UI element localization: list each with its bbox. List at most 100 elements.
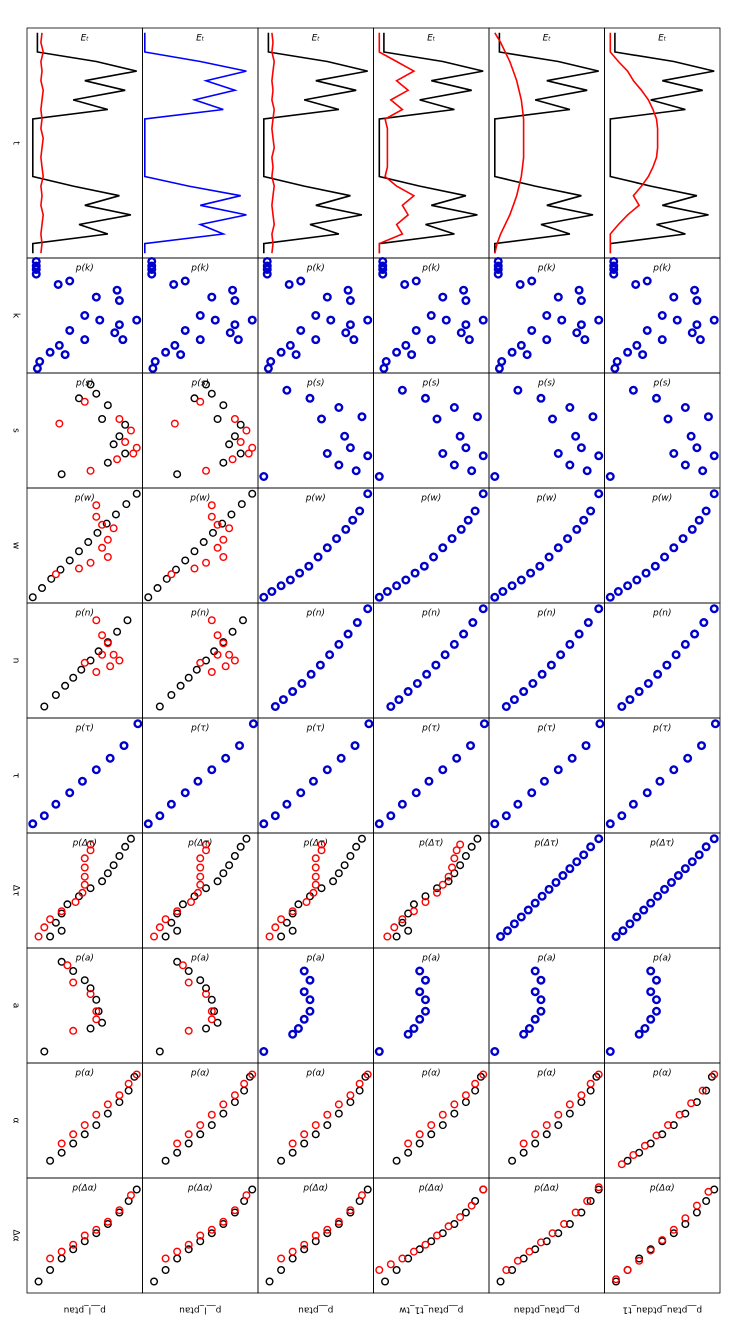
point	[355, 1079, 364, 1088]
point	[680, 403, 690, 413]
point	[493, 269, 503, 279]
point	[69, 1245, 78, 1254]
point	[218, 519, 227, 528]
point	[528, 679, 538, 689]
point	[392, 347, 402, 357]
point	[392, 581, 402, 591]
point	[669, 1229, 678, 1238]
point	[544, 552, 554, 562]
point	[118, 335, 128, 345]
point	[490, 472, 500, 482]
point	[415, 1130, 424, 1139]
point	[586, 1086, 595, 1095]
point	[571, 1208, 580, 1217]
panel-title: p(Δτ)	[534, 839, 559, 849]
point	[121, 449, 130, 458]
point	[305, 995, 315, 1005]
point	[196, 1237, 205, 1246]
point	[553, 449, 563, 459]
point	[63, 900, 72, 909]
point	[553, 765, 563, 775]
point	[196, 1121, 205, 1130]
row-label: k	[11, 313, 21, 319]
point	[46, 1156, 55, 1165]
point	[77, 665, 86, 674]
point	[421, 898, 430, 907]
panel-title: p(s)	[306, 379, 324, 389]
panel-title: p(Δα)	[71, 1184, 97, 1194]
point	[710, 1070, 719, 1079]
point	[345, 443, 355, 453]
point	[527, 788, 537, 798]
point	[240, 1086, 249, 1095]
point	[623, 1156, 632, 1165]
point	[686, 431, 696, 441]
point	[31, 256, 41, 266]
point	[74, 564, 83, 573]
point	[346, 1091, 355, 1100]
point	[213, 415, 222, 424]
point	[468, 618, 478, 628]
panel-frame	[142, 717, 259, 834]
point	[74, 394, 83, 403]
panel-frame	[488, 1062, 605, 1179]
panel-title: p(τ)	[75, 724, 94, 734]
point	[28, 819, 38, 829]
point	[311, 872, 320, 881]
point	[341, 524, 351, 534]
point	[612, 1275, 621, 1284]
panel-frame	[257, 257, 374, 374]
point	[583, 1196, 592, 1205]
point	[315, 660, 325, 670]
point	[92, 668, 101, 677]
point	[173, 1148, 182, 1157]
point	[202, 984, 211, 993]
point	[379, 363, 389, 373]
point	[103, 1109, 112, 1118]
point	[508, 1156, 517, 1165]
point	[219, 869, 228, 878]
point	[478, 489, 488, 499]
point	[276, 347, 286, 357]
point	[516, 912, 526, 922]
panel-title: p(k)	[306, 264, 325, 274]
point	[646, 898, 656, 908]
panel-frame	[488, 257, 605, 374]
point	[233, 335, 243, 345]
panel-title: p(α)	[536, 1069, 556, 1079]
point	[346, 1208, 355, 1217]
point	[77, 776, 87, 786]
point	[390, 923, 399, 932]
point	[115, 852, 124, 861]
point	[106, 662, 115, 671]
point	[103, 639, 112, 648]
point	[132, 1185, 141, 1194]
point	[426, 311, 436, 321]
point	[323, 1229, 332, 1238]
point	[609, 256, 619, 266]
point	[420, 1006, 430, 1016]
point	[519, 1148, 528, 1157]
point	[493, 256, 503, 266]
point	[646, 966, 656, 976]
point	[69, 967, 78, 976]
point	[698, 466, 708, 476]
point	[277, 1254, 286, 1263]
point	[709, 315, 719, 325]
point	[345, 296, 355, 306]
point	[230, 415, 239, 424]
point	[341, 328, 351, 338]
point	[121, 842, 130, 851]
series-line	[263, 32, 368, 254]
point	[213, 877, 222, 886]
point	[701, 506, 711, 516]
point	[248, 443, 257, 452]
row-label: t	[11, 141, 21, 145]
point	[567, 753, 577, 763]
point	[110, 328, 120, 338]
point	[357, 1191, 366, 1200]
panel-title: p(Δτ)	[187, 839, 212, 849]
point	[92, 501, 101, 510]
point	[69, 1240, 78, 1249]
point	[401, 340, 411, 350]
